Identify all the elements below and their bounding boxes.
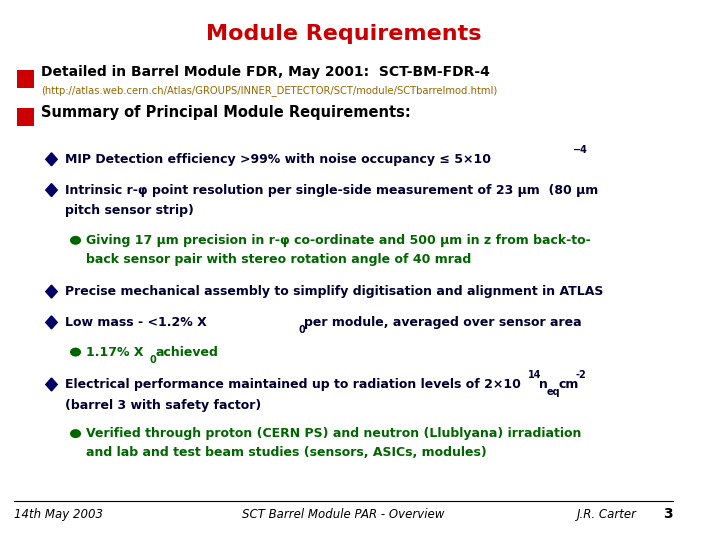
Text: MIP Detection efficiency >99% with noise occupancy ≤ 5×10: MIP Detection efficiency >99% with noise…: [66, 153, 491, 166]
Polygon shape: [46, 316, 58, 329]
Text: Electrical performance maintained up to radiation levels of 2×10: Electrical performance maintained up to …: [66, 378, 521, 391]
Text: (http://atlas.web.cern.ch/Atlas/GROUPS/INNER_DETECTOR/SCT/module/SCTbarrelmod.ht: (http://atlas.web.cern.ch/Atlas/GROUPS/I…: [41, 85, 498, 96]
Text: Verified through proton (CERN PS) and neutron (Llublyana) irradiation: Verified through proton (CERN PS) and ne…: [86, 427, 581, 440]
Polygon shape: [46, 378, 58, 391]
Text: eq: eq: [546, 387, 560, 397]
Text: Summary of Principal Module Requirements:: Summary of Principal Module Requirements…: [41, 105, 411, 120]
Text: SCT Barrel Module PAR - Overview: SCT Barrel Module PAR - Overview: [242, 508, 444, 521]
Text: 14th May 2003: 14th May 2003: [14, 508, 103, 521]
Text: (barrel 3 with safety factor): (barrel 3 with safety factor): [66, 399, 261, 411]
Text: Low mass - <1.2% X: Low mass - <1.2% X: [66, 316, 207, 329]
Circle shape: [71, 237, 81, 244]
FancyBboxPatch shape: [17, 70, 35, 88]
Text: Detailed in Barrel Module FDR, May 2001:  SCT-BM-FDR-4: Detailed in Barrel Module FDR, May 2001:…: [41, 65, 490, 79]
Text: -2: -2: [575, 370, 586, 380]
Text: 1.17% X: 1.17% X: [86, 346, 143, 359]
Text: per module, averaged over sensor area: per module, averaged over sensor area: [304, 316, 582, 329]
Text: and lab and test beam studies (sensors, ASICs, modules): and lab and test beam studies (sensors, …: [86, 446, 487, 459]
Circle shape: [71, 430, 81, 437]
Text: J.R. Carter: J.R. Carter: [577, 508, 636, 521]
Polygon shape: [46, 153, 58, 166]
Text: pitch sensor strip): pitch sensor strip): [66, 204, 194, 217]
Text: achieved: achieved: [156, 346, 218, 359]
Text: n: n: [539, 378, 548, 391]
Polygon shape: [46, 285, 58, 298]
Text: −4: −4: [573, 145, 588, 154]
Text: Precise mechanical assembly to simplify digitisation and alignment in ATLAS: Precise mechanical assembly to simplify …: [66, 285, 603, 298]
Text: Giving 17 μm precision in r-φ co-ordinate and 500 μm in z from back-to-: Giving 17 μm precision in r-φ co-ordinat…: [86, 234, 590, 247]
Text: Module Requirements: Module Requirements: [205, 24, 481, 44]
Text: 3: 3: [663, 507, 673, 521]
Text: cm: cm: [558, 378, 579, 391]
Text: back sensor pair with stereo rotation angle of 40 mrad: back sensor pair with stereo rotation an…: [86, 253, 471, 266]
Text: 0: 0: [150, 355, 156, 365]
Text: Intrinsic r-φ point resolution per single-side measurement of 23 μm  (80 μm: Intrinsic r-φ point resolution per singl…: [66, 184, 598, 197]
Circle shape: [71, 348, 81, 356]
Text: 14: 14: [528, 370, 541, 380]
Text: 0: 0: [299, 325, 305, 335]
FancyBboxPatch shape: [17, 108, 35, 126]
Polygon shape: [46, 184, 58, 197]
